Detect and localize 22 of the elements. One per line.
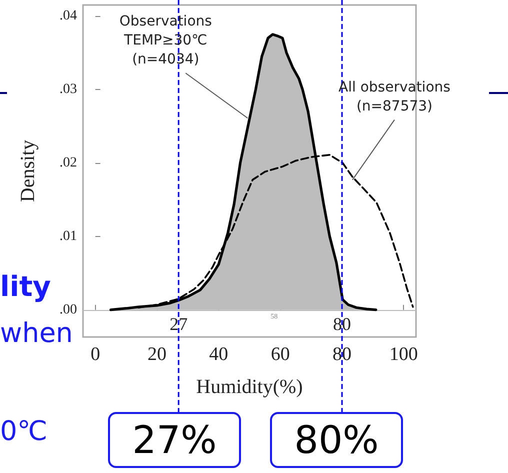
annotation: All observations (n=87573) (338, 79, 450, 114)
y-tick-label: .00 (60, 302, 77, 318)
y-axis-title: Density (17, 140, 39, 202)
x-tick-label: 100 (389, 344, 418, 365)
ref-line-label: 27 (170, 314, 188, 334)
y-tick-label: .03 (60, 82, 77, 97)
ref-line-label: 80 (333, 314, 351, 334)
x-tick-label: 0 (90, 344, 100, 365)
text: when (0, 318, 73, 349)
text: 0℃ (0, 416, 48, 447)
y-tick-label: .02 (60, 155, 77, 170)
text: lity (0, 270, 51, 303)
y-tick-label: .04 (60, 8, 77, 24)
y-tick-label: .01 (60, 228, 77, 244)
text: 80% (270, 412, 403, 468)
x-tick-label: 40 (209, 344, 228, 365)
annotation: Observations TEMP≥30℃ (n=4034) (119, 14, 212, 68)
x-axis-title: Humidity(%) (196, 376, 303, 398)
text: 27% (108, 412, 241, 468)
x-tick-label: 60 (270, 344, 290, 365)
x-tick-label: 80 (332, 344, 352, 365)
x-tick-label: 20 (148, 344, 166, 365)
